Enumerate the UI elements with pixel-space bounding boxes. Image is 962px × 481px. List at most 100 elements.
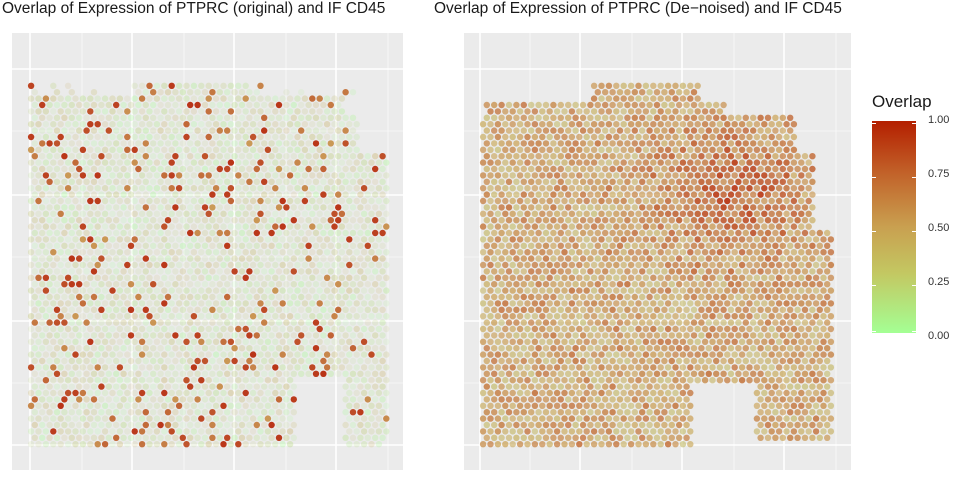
spot bbox=[309, 287, 316, 294]
spot bbox=[746, 223, 753, 230]
spot bbox=[716, 351, 724, 358]
spot bbox=[246, 127, 253, 134]
spot bbox=[261, 409, 268, 416]
spot bbox=[620, 415, 627, 422]
spot bbox=[664, 389, 672, 397]
spot bbox=[90, 332, 98, 339]
spot bbox=[146, 121, 153, 128]
spot bbox=[220, 274, 227, 281]
spot bbox=[183, 121, 190, 128]
spot bbox=[664, 210, 672, 217]
spot bbox=[750, 153, 757, 160]
spot bbox=[824, 370, 831, 377]
spot bbox=[505, 101, 513, 109]
spot bbox=[809, 396, 816, 403]
spot bbox=[672, 236, 679, 243]
spot bbox=[261, 332, 268, 339]
spot bbox=[231, 306, 238, 313]
spot bbox=[113, 165, 120, 173]
spot bbox=[83, 306, 90, 313]
spot bbox=[290, 293, 297, 301]
spot bbox=[650, 185, 657, 192]
spot bbox=[502, 172, 509, 179]
spot bbox=[602, 319, 609, 326]
spot bbox=[323, 185, 331, 192]
spot bbox=[713, 293, 720, 301]
spot bbox=[261, 281, 268, 288]
spot bbox=[383, 377, 390, 384]
spot bbox=[142, 383, 149, 390]
spot bbox=[372, 268, 379, 275]
spot bbox=[639, 140, 646, 147]
spot bbox=[598, 236, 605, 243]
spot bbox=[150, 255, 157, 262]
spot bbox=[809, 178, 816, 185]
spot bbox=[150, 383, 157, 390]
spot bbox=[183, 82, 190, 89]
spot bbox=[120, 383, 127, 390]
spot bbox=[650, 300, 657, 307]
spot bbox=[64, 377, 72, 384]
spot bbox=[220, 121, 227, 128]
spot bbox=[175, 133, 183, 141]
spot bbox=[716, 364, 724, 371]
spot bbox=[146, 261, 153, 269]
spot bbox=[709, 121, 716, 128]
spot bbox=[142, 217, 149, 224]
spot bbox=[627, 236, 635, 243]
spot bbox=[664, 402, 672, 409]
spot bbox=[768, 364, 775, 371]
spot bbox=[323, 223, 331, 230]
spot bbox=[602, 178, 609, 185]
spot bbox=[827, 261, 835, 269]
spot bbox=[50, 389, 57, 397]
spot bbox=[783, 185, 790, 192]
spot bbox=[494, 249, 502, 256]
spot bbox=[646, 165, 653, 173]
spot bbox=[105, 370, 113, 377]
spot bbox=[520, 191, 527, 198]
spot bbox=[212, 159, 220, 166]
spot bbox=[161, 389, 168, 397]
spot bbox=[61, 434, 68, 441]
spot bbox=[168, 313, 175, 320]
spot bbox=[605, 325, 613, 333]
spot bbox=[327, 153, 334, 160]
spot bbox=[72, 159, 79, 166]
spot bbox=[576, 249, 583, 256]
spot bbox=[542, 242, 550, 249]
spot bbox=[713, 281, 720, 288]
spot bbox=[583, 133, 590, 141]
spot bbox=[35, 325, 42, 333]
spot bbox=[246, 242, 253, 249]
spot bbox=[775, 223, 783, 230]
spot bbox=[349, 345, 357, 352]
spot bbox=[738, 377, 746, 384]
spot bbox=[801, 409, 809, 416]
spot bbox=[283, 332, 290, 339]
spot bbox=[264, 133, 272, 141]
spot bbox=[738, 338, 746, 345]
spot bbox=[205, 197, 212, 205]
spot bbox=[298, 306, 305, 313]
spot bbox=[505, 281, 513, 288]
spot bbox=[209, 242, 216, 249]
spot bbox=[275, 293, 283, 301]
spot bbox=[153, 82, 161, 89]
spot bbox=[750, 357, 757, 365]
spot bbox=[116, 172, 124, 179]
spot bbox=[498, 281, 505, 288]
spot bbox=[235, 402, 242, 409]
spot bbox=[320, 114, 327, 122]
spot bbox=[502, 133, 509, 141]
spot bbox=[161, 338, 168, 345]
spot bbox=[331, 300, 338, 307]
spot bbox=[212, 351, 220, 358]
spot bbox=[227, 441, 235, 448]
spot bbox=[323, 351, 331, 358]
spot bbox=[701, 172, 709, 179]
spot bbox=[227, 377, 235, 384]
spot bbox=[242, 364, 249, 371]
spot bbox=[64, 300, 72, 307]
spot bbox=[816, 383, 823, 390]
